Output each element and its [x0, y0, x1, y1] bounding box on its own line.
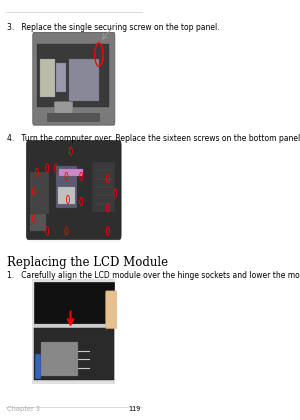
FancyBboxPatch shape	[40, 59, 55, 97]
FancyBboxPatch shape	[56, 63, 66, 92]
Text: Chapter 3: Chapter 3	[7, 407, 40, 412]
FancyBboxPatch shape	[27, 141, 121, 242]
FancyBboxPatch shape	[27, 141, 121, 239]
FancyBboxPatch shape	[58, 187, 75, 204]
FancyBboxPatch shape	[69, 59, 99, 101]
FancyBboxPatch shape	[32, 32, 115, 126]
FancyBboxPatch shape	[29, 172, 49, 214]
Text: 1.   Carefully align the LCD module over the hinge sockets and lower the module : 1. Carefully align the LCD module over t…	[7, 271, 300, 280]
FancyBboxPatch shape	[32, 279, 115, 384]
FancyBboxPatch shape	[34, 323, 114, 328]
Text: 3.   Replace the single securing screw on the top panel.: 3. Replace the single securing screw on …	[7, 23, 219, 32]
FancyBboxPatch shape	[92, 162, 115, 212]
Text: Replacing the LCD Module: Replacing the LCD Module	[7, 256, 168, 269]
FancyBboxPatch shape	[35, 354, 41, 379]
FancyBboxPatch shape	[41, 342, 78, 376]
FancyBboxPatch shape	[29, 214, 46, 231]
FancyBboxPatch shape	[54, 102, 73, 121]
FancyBboxPatch shape	[56, 166, 77, 208]
Text: 4.   Turn the computer over. Replace the sixteen screws on the bottom panel.: 4. Turn the computer over. Replace the s…	[7, 134, 300, 142]
FancyBboxPatch shape	[106, 291, 117, 328]
FancyBboxPatch shape	[34, 328, 114, 380]
FancyBboxPatch shape	[59, 169, 83, 176]
FancyBboxPatch shape	[37, 44, 109, 107]
FancyBboxPatch shape	[47, 113, 100, 122]
FancyBboxPatch shape	[33, 32, 115, 125]
FancyBboxPatch shape	[34, 282, 114, 327]
Text: 119: 119	[129, 407, 141, 412]
